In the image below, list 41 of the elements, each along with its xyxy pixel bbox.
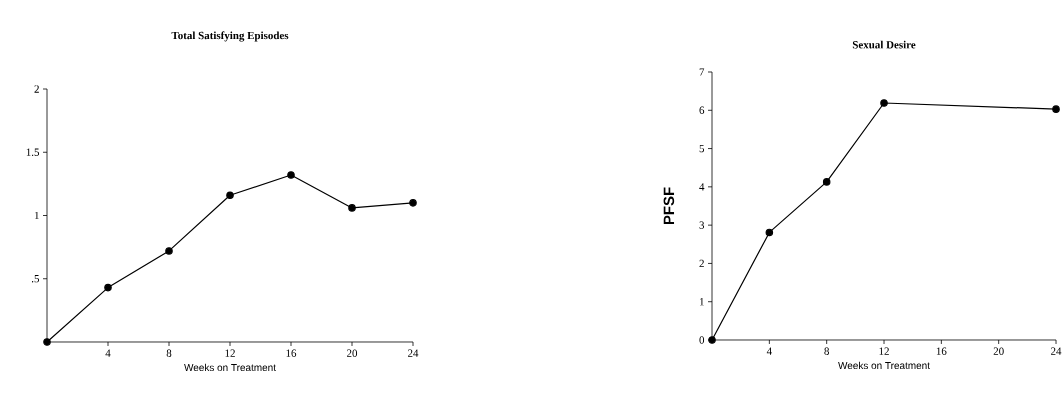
x-tick-label: 16 <box>936 347 947 355</box>
point <box>348 204 356 212</box>
x-tick-label: 4 <box>105 349 111 357</box>
y-tick-label: 1.5 <box>26 148 40 156</box>
x-tick-label: 20 <box>993 347 1004 355</box>
x-tick-label: 16 <box>286 349 297 357</box>
x-tick-label: 8 <box>166 349 172 357</box>
y-tick-label: 1 <box>34 211 39 220</box>
point <box>822 178 831 186</box>
point <box>409 199 417 207</box>
point <box>765 228 774 237</box>
y-tick-label: 2 <box>34 85 39 93</box>
x-tick-label: 12 <box>225 349 235 357</box>
y-tick-label: 6 <box>699 106 705 114</box>
point <box>104 283 112 292</box>
x-tick-label: 24 <box>1051 347 1062 355</box>
point <box>708 336 716 344</box>
point <box>880 99 888 107</box>
point <box>1052 105 1060 113</box>
point <box>165 247 173 255</box>
x-tick-label: 24 <box>408 349 419 357</box>
chart-title: Sexual Desire <box>852 40 916 49</box>
y-tick-label: 0 <box>699 336 705 344</box>
point <box>43 338 51 346</box>
point <box>226 191 234 200</box>
x-tick-label: 20 <box>347 349 358 357</box>
x-tick-label: 4 <box>766 347 772 355</box>
y-tick-label: 2 <box>699 259 704 268</box>
y-tick-label: 3 <box>699 221 705 229</box>
y-tick-label: 1 <box>699 298 704 306</box>
point <box>287 171 295 179</box>
chart-title: Total Satisfying Episodes <box>171 31 289 42</box>
y-tick-label: .5 <box>31 275 40 283</box>
x-axis-title: Weeks on Treatment <box>184 363 276 372</box>
y-tick-label: 5 <box>699 144 705 153</box>
x-tick-label: 12 <box>879 347 889 355</box>
y-axis-title: PFSF <box>663 187 675 225</box>
x-tick-label: 8 <box>824 347 829 355</box>
y-tick-label: 7 <box>699 68 705 76</box>
y-tick-label: 4 <box>699 183 705 191</box>
x-axis-title: Weeks on Treatment <box>838 361 930 370</box>
